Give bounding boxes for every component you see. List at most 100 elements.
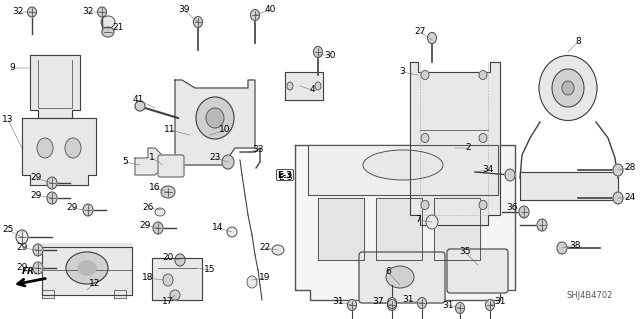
Ellipse shape — [505, 169, 515, 181]
Text: 1: 1 — [149, 153, 155, 162]
Ellipse shape — [250, 10, 259, 20]
Text: 22: 22 — [259, 243, 271, 253]
Ellipse shape — [227, 227, 237, 237]
Bar — [152, 258, 202, 300]
Ellipse shape — [363, 150, 443, 180]
FancyBboxPatch shape — [158, 155, 184, 177]
Bar — [42, 290, 54, 298]
Text: 7: 7 — [415, 216, 421, 225]
Text: 6: 6 — [385, 268, 391, 277]
Ellipse shape — [552, 69, 584, 107]
Text: 35: 35 — [460, 248, 471, 256]
Text: 31: 31 — [332, 298, 344, 307]
Ellipse shape — [272, 245, 284, 255]
Ellipse shape — [421, 70, 429, 79]
Text: 5: 5 — [122, 158, 128, 167]
Text: 19: 19 — [259, 273, 271, 283]
Ellipse shape — [387, 300, 397, 310]
Ellipse shape — [479, 70, 487, 79]
Text: E-3: E-3 — [278, 174, 292, 182]
Text: 31: 31 — [442, 300, 454, 309]
Text: 31: 31 — [494, 298, 506, 307]
Bar — [434, 198, 480, 260]
Ellipse shape — [206, 108, 224, 128]
Ellipse shape — [175, 254, 185, 266]
Ellipse shape — [386, 266, 414, 288]
Ellipse shape — [47, 177, 57, 189]
Ellipse shape — [486, 300, 495, 310]
Bar — [42, 243, 132, 295]
Text: 2: 2 — [465, 144, 471, 152]
Text: 38: 38 — [569, 241, 580, 249]
Ellipse shape — [163, 274, 173, 286]
Polygon shape — [135, 148, 162, 175]
Text: 27: 27 — [414, 27, 426, 36]
Polygon shape — [30, 55, 80, 118]
Ellipse shape — [222, 155, 234, 169]
Ellipse shape — [428, 33, 436, 43]
Ellipse shape — [78, 261, 96, 275]
FancyBboxPatch shape — [447, 249, 508, 293]
Text: 29: 29 — [30, 174, 42, 182]
Text: 20: 20 — [163, 254, 173, 263]
Text: 39: 39 — [179, 5, 189, 14]
Ellipse shape — [161, 186, 175, 198]
Ellipse shape — [33, 244, 43, 256]
Text: 29: 29 — [16, 243, 28, 253]
Ellipse shape — [417, 298, 426, 308]
Ellipse shape — [479, 133, 487, 143]
Ellipse shape — [613, 192, 623, 204]
Text: 24: 24 — [625, 194, 636, 203]
Ellipse shape — [519, 206, 529, 218]
Ellipse shape — [613, 164, 623, 176]
Text: 17: 17 — [163, 298, 173, 307]
Text: 11: 11 — [164, 125, 176, 135]
Ellipse shape — [348, 300, 356, 310]
Ellipse shape — [421, 133, 429, 143]
Text: 18: 18 — [142, 273, 154, 283]
Text: 28: 28 — [624, 164, 636, 173]
Ellipse shape — [37, 138, 53, 158]
Text: 30: 30 — [324, 50, 336, 60]
Text: 34: 34 — [483, 166, 493, 174]
Text: 40: 40 — [264, 5, 276, 14]
Text: E-3: E-3 — [278, 170, 292, 180]
Ellipse shape — [426, 215, 438, 229]
Ellipse shape — [135, 101, 145, 111]
Polygon shape — [308, 145, 498, 195]
Text: SHJ4B4702: SHJ4B4702 — [567, 291, 613, 300]
Bar — [520, 172, 618, 200]
Ellipse shape — [97, 7, 106, 17]
Text: 23: 23 — [209, 153, 221, 162]
Text: 37: 37 — [372, 298, 384, 307]
Ellipse shape — [196, 97, 234, 139]
Polygon shape — [295, 145, 515, 300]
Text: 15: 15 — [204, 265, 216, 275]
Text: 29: 29 — [30, 190, 42, 199]
Text: 16: 16 — [149, 183, 161, 192]
Ellipse shape — [315, 82, 321, 90]
Text: 26: 26 — [142, 204, 154, 212]
Ellipse shape — [479, 201, 487, 210]
Text: 14: 14 — [212, 224, 224, 233]
Text: 10: 10 — [220, 125, 231, 135]
Text: 13: 13 — [3, 115, 13, 124]
Polygon shape — [175, 80, 255, 165]
Bar — [114, 290, 126, 298]
Ellipse shape — [314, 47, 323, 57]
Text: 12: 12 — [90, 278, 100, 287]
Ellipse shape — [247, 276, 257, 288]
Ellipse shape — [102, 27, 114, 37]
Text: 36: 36 — [506, 204, 518, 212]
Text: 32: 32 — [12, 8, 24, 17]
Ellipse shape — [557, 242, 567, 254]
Text: 29: 29 — [140, 220, 150, 229]
FancyBboxPatch shape — [359, 252, 445, 303]
Ellipse shape — [66, 252, 108, 284]
Ellipse shape — [539, 56, 597, 121]
Polygon shape — [22, 118, 96, 185]
Text: 9: 9 — [9, 63, 15, 72]
Ellipse shape — [287, 82, 293, 90]
Text: 31: 31 — [403, 295, 413, 305]
Ellipse shape — [456, 302, 465, 314]
